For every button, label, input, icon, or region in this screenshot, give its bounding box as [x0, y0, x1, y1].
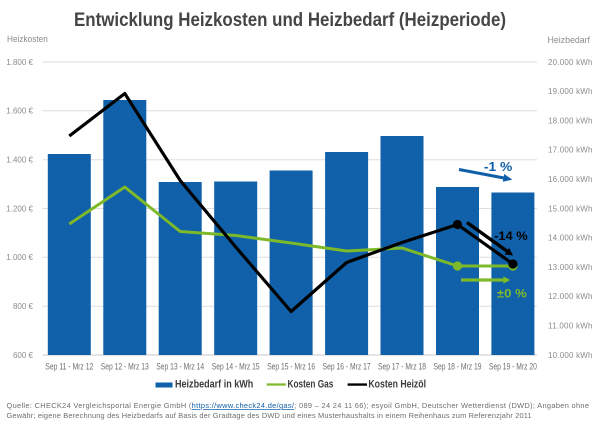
svg-text:12.000 kWh: 12.000 kWh — [548, 292, 593, 301]
svg-text:17.000 kWh: 17.000 kWh — [548, 146, 593, 155]
svg-text:20.000 kWh: 20.000 kWh — [548, 58, 593, 67]
svg-text:Heizbedarf: Heizbedarf — [548, 35, 591, 45]
svg-text:Sep 13 - Mrz 14: Sep 13 - Mrz 14 — [156, 362, 204, 372]
svg-text:14.000 kWh: 14.000 kWh — [548, 234, 593, 243]
svg-text:Sep 15 - Mrz 16: Sep 15 - Mrz 16 — [267, 362, 315, 372]
svg-text:1.800 €: 1.800 € — [6, 58, 33, 67]
svg-text:19.000 kWh: 19.000 kWh — [548, 87, 593, 96]
svg-text:Heizbedarf in kWh: Heizbedarf in kWh — [175, 379, 254, 391]
svg-text:1.000 €: 1.000 € — [6, 253, 33, 262]
svg-text:Sep 19 - Mrz 20: Sep 19 - Mrz 20 — [489, 362, 537, 372]
svg-text:Heizkosten: Heizkosten — [7, 34, 48, 44]
svg-text:1.600 €: 1.600 € — [6, 107, 33, 116]
svg-text:10.000 kWh: 10.000 kWh — [548, 351, 593, 360]
svg-text:-14 %: -14 % — [494, 229, 528, 243]
svg-text:Sep 11 - Mrz 12: Sep 11 - Mrz 12 — [45, 362, 93, 372]
svg-text:Kosten Gas: Kosten Gas — [288, 379, 334, 391]
svg-text:Entwicklung Heizkosten und Hei: Entwicklung Heizkosten und Heizbedarf (H… — [74, 9, 506, 31]
svg-text:Quelle: CHECK24 Vergleichsport: Quelle: CHECK24 Vergleichsportal Energie… — [7, 401, 590, 410]
svg-text:Sep 14 - Mrz 15: Sep 14 - Mrz 15 — [212, 362, 260, 372]
svg-text:1.200 €: 1.200 € — [6, 204, 33, 213]
svg-text:800 €: 800 € — [13, 302, 34, 311]
svg-text:Sep 17 - Mrz 18: Sep 17 - Mrz 18 — [378, 362, 426, 372]
svg-text:16.000 kWh: 16.000 kWh — [548, 175, 593, 184]
svg-text:Sep 12 - Mrz 13: Sep 12 - Mrz 13 — [101, 362, 149, 372]
svg-text:-1 %: -1 % — [484, 160, 512, 174]
svg-text:15.000 kWh: 15.000 kWh — [548, 204, 593, 213]
svg-text:11.000 kWh: 11.000 kWh — [548, 322, 593, 331]
svg-text:Gewähr; eigene Berechnung des: Gewähr; eigene Berechnung des Heizbedarf… — [7, 411, 532, 420]
svg-text:13.000 kWh: 13.000 kWh — [548, 263, 593, 272]
svg-text:18.000 kWh: 18.000 kWh — [548, 116, 593, 125]
svg-text:±0 %: ±0 % — [497, 287, 527, 301]
svg-text:Kosten Heizöl: Kosten Heizöl — [368, 379, 426, 391]
svg-text:Sep 16 - Mrz 17: Sep 16 - Mrz 17 — [323, 362, 371, 372]
svg-text:Sep 18 - Mrz 19: Sep 18 - Mrz 19 — [434, 362, 482, 372]
svg-text:1.400 €: 1.400 € — [6, 156, 33, 165]
svg-text:600 €: 600 € — [13, 351, 34, 360]
